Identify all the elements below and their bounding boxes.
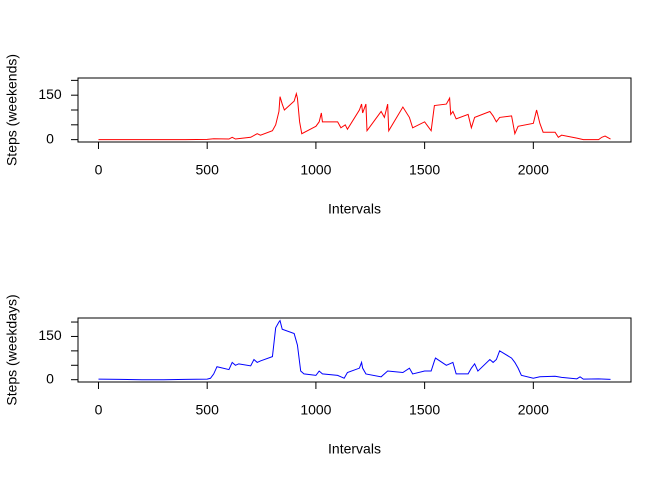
plot-box bbox=[77, 317, 632, 383]
x-tick-label: 1000 bbox=[300, 162, 331, 178]
x-tick-label: 0 bbox=[95, 162, 103, 178]
y-tick-label: 150 bbox=[38, 86, 62, 102]
data-line bbox=[98, 91, 611, 141]
y-axis-label: Steps (weekdays) bbox=[4, 294, 20, 405]
x-tick-label: 2000 bbox=[518, 402, 549, 418]
x-tick-label: 1000 bbox=[300, 402, 331, 418]
data-line bbox=[98, 319, 611, 381]
x-axis-label: Intervals bbox=[328, 201, 381, 217]
y-tick-label: 0 bbox=[46, 370, 54, 386]
x-tick-label: 500 bbox=[196, 402, 220, 418]
x-tick-label: 1500 bbox=[409, 162, 440, 178]
y-tick-label: 0 bbox=[46, 130, 54, 146]
y-tick-label: 150 bbox=[38, 327, 62, 343]
x-tick-label: 0 bbox=[95, 402, 103, 418]
x-tick-label: 2000 bbox=[518, 162, 549, 178]
x-tick-label: 1500 bbox=[409, 402, 440, 418]
x-tick-label: 500 bbox=[196, 162, 220, 178]
x-axis-label: Intervals bbox=[328, 441, 381, 457]
y-axis-label: Steps (weekends) bbox=[4, 54, 20, 166]
